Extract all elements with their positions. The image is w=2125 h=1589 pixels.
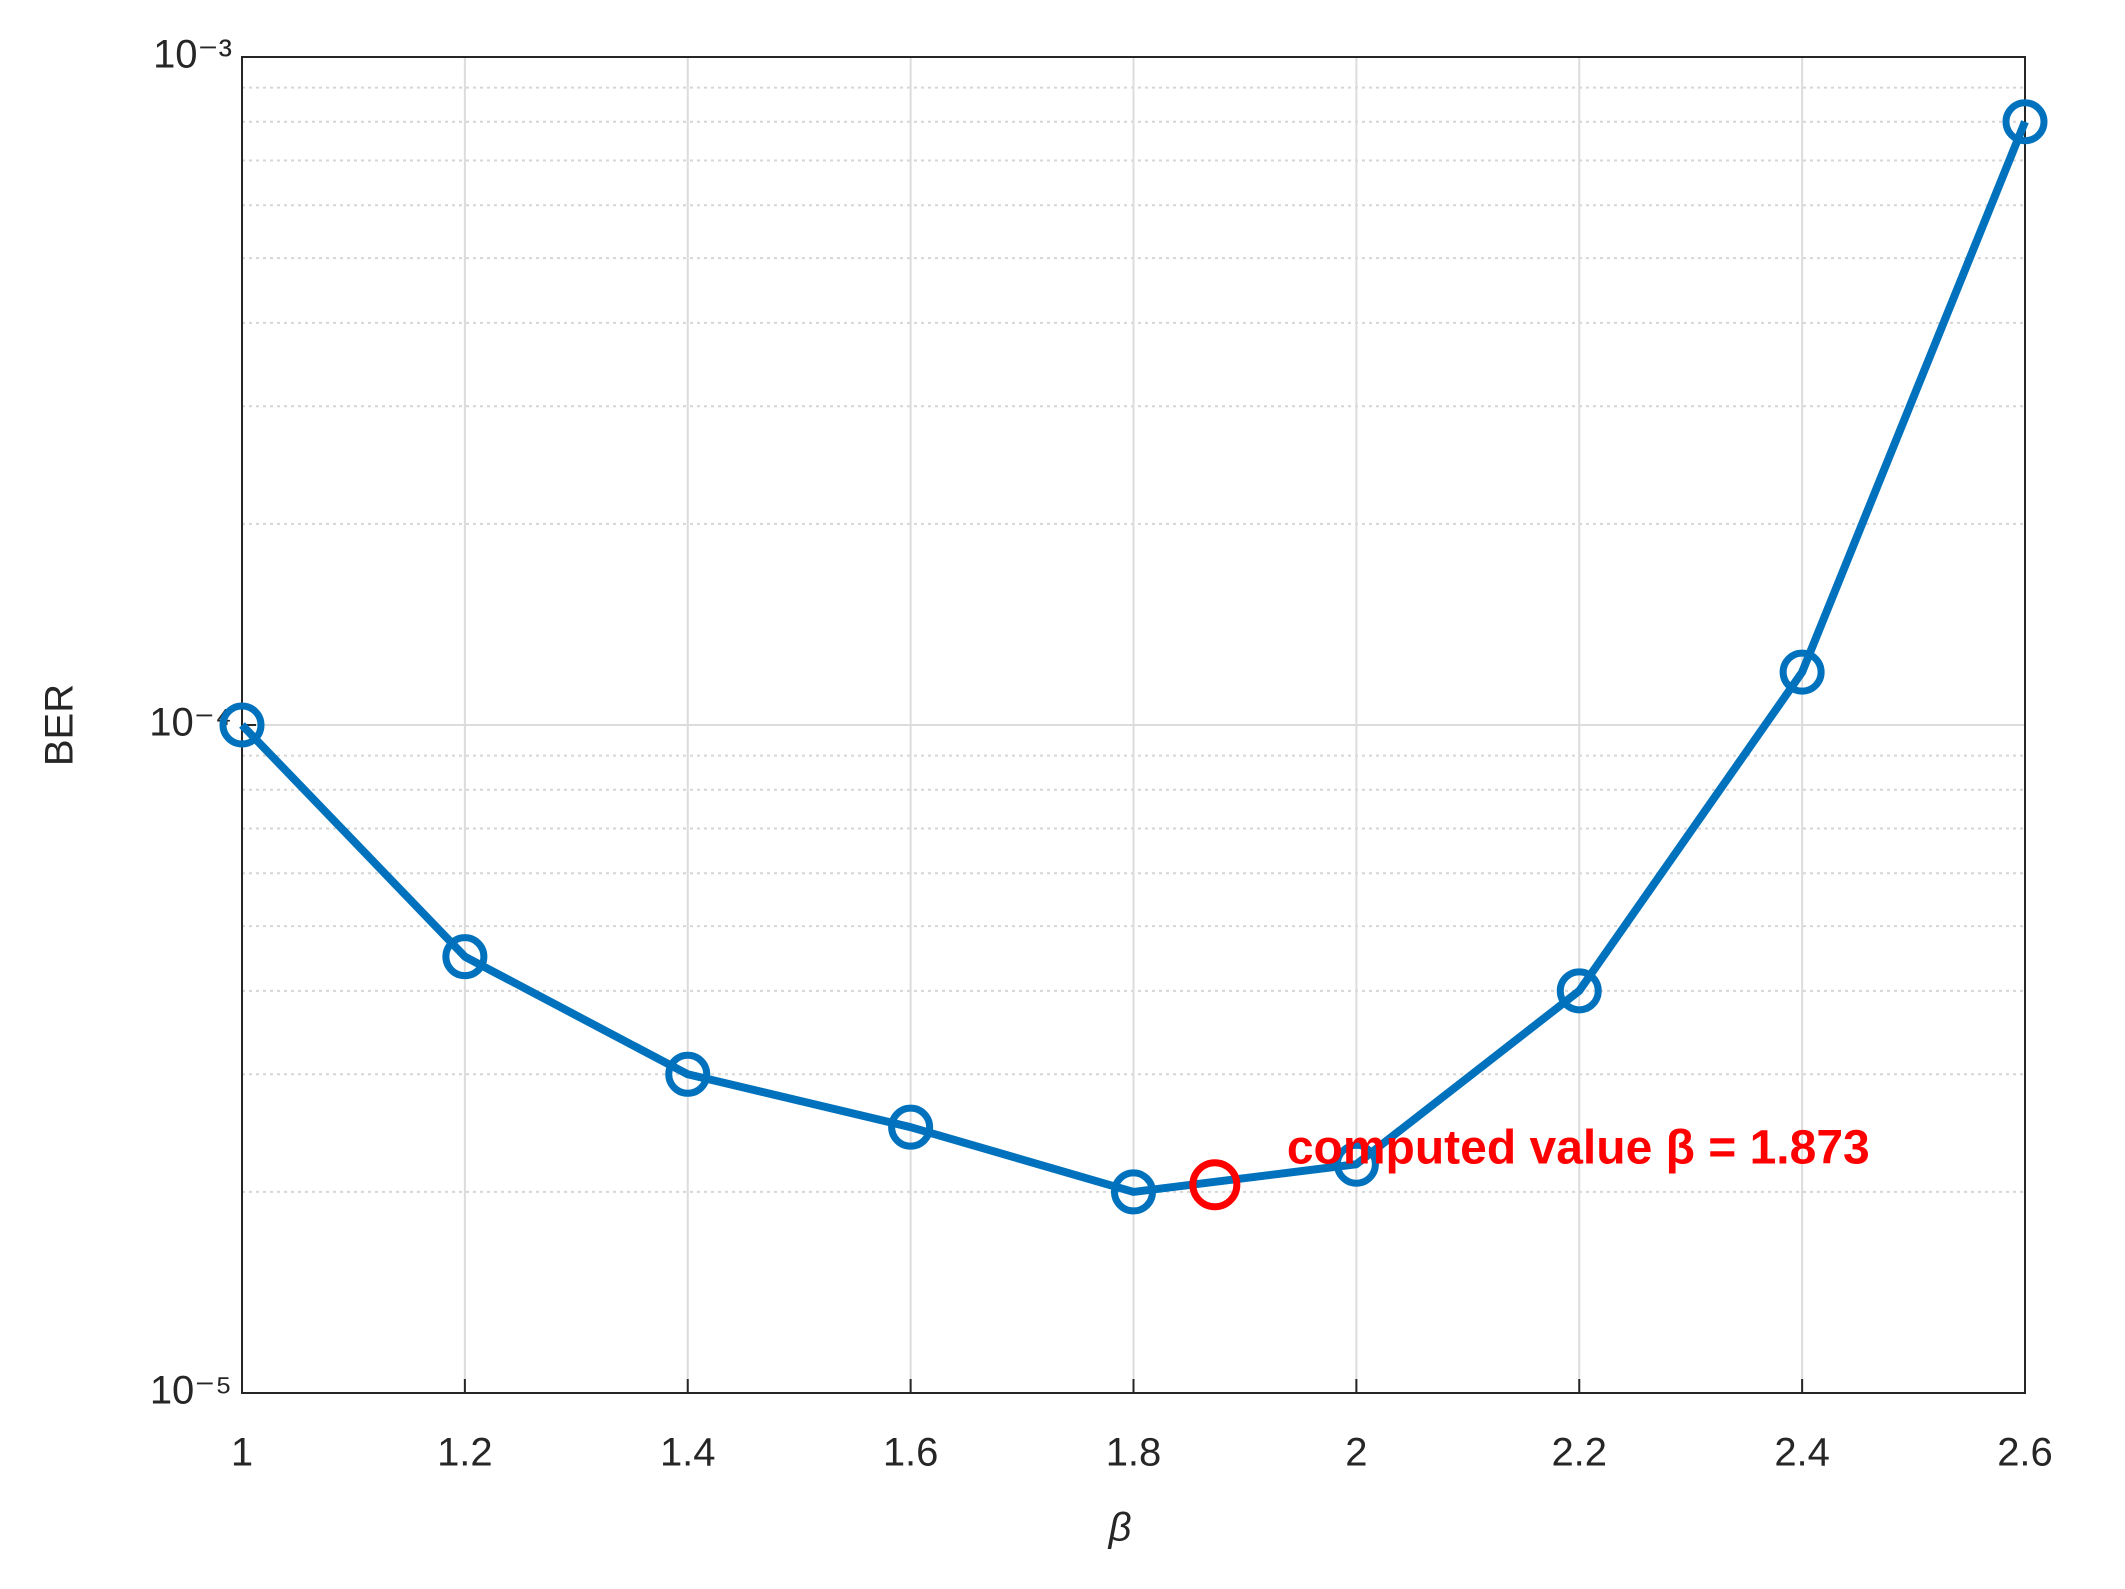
x-axis-label: β	[1108, 1506, 1132, 1550]
x-tick-label: 1.2	[437, 1431, 493, 1475]
marker	[219, 702, 265, 748]
y-tick-label: 10⁻⁵	[150, 1369, 232, 1413]
x-tick-label: 2.6	[1997, 1431, 2053, 1475]
marker	[442, 934, 488, 980]
x-tick-label: 2.2	[1551, 1431, 1607, 1475]
x-tick-label: 2	[1345, 1431, 1367, 1475]
y-axis-label: BER	[38, 684, 82, 766]
x-tick-label: 1.8	[1106, 1431, 1162, 1475]
highlight-marker	[1189, 1159, 1241, 1211]
x-tick-label: 1.4	[660, 1431, 716, 1475]
x-tick-label: 1.6	[883, 1431, 939, 1475]
marker	[2002, 99, 2048, 145]
marker	[665, 1051, 711, 1097]
marker	[1779, 649, 1825, 695]
x-tick-label: 1	[231, 1431, 253, 1475]
marker	[1111, 1169, 1156, 1215]
annotation: computed value β = 1.873	[1287, 1121, 1870, 1174]
y-tick-label: 10⁻⁴	[149, 701, 232, 745]
marker	[1333, 1141, 1379, 1187]
marker	[888, 1104, 934, 1150]
y-tick-label: 10⁻³	[153, 33, 232, 77]
marker	[1556, 968, 1602, 1014]
series-line	[239, 120, 2029, 1196]
x-tick-label: 2.4	[1774, 1431, 1830, 1475]
